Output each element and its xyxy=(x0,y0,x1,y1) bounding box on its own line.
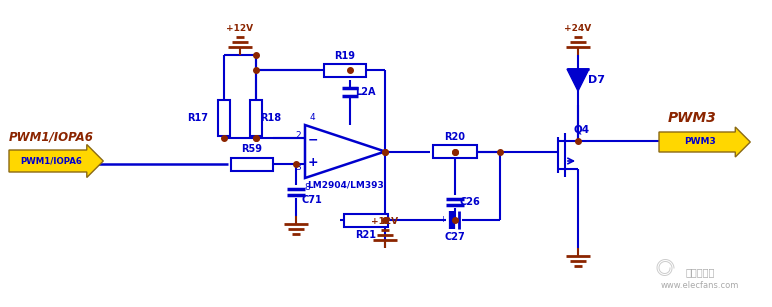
Bar xyxy=(218,100,230,136)
Text: LM2904/LM393: LM2904/LM393 xyxy=(307,180,384,189)
Text: C71: C71 xyxy=(301,195,322,205)
Bar xyxy=(344,213,388,227)
Text: +12V: +12V xyxy=(226,24,253,33)
Text: +24V: +24V xyxy=(564,24,591,33)
FancyBboxPatch shape xyxy=(659,127,750,157)
Text: www.elecfans.com: www.elecfans.com xyxy=(661,281,739,290)
Text: PWM1/IOPA6: PWM1/IOPA6 xyxy=(20,157,82,165)
Text: +12V: +12V xyxy=(371,217,398,226)
Text: 电子发烧友: 电子发烧友 xyxy=(686,267,715,277)
Text: +: + xyxy=(308,156,318,169)
Text: Q4: Q4 xyxy=(573,125,589,135)
Polygon shape xyxy=(567,69,589,91)
Text: 4: 4 xyxy=(310,112,315,122)
Text: D7: D7 xyxy=(588,75,605,85)
Bar xyxy=(324,64,366,76)
Text: R59: R59 xyxy=(242,144,262,154)
Text: R18: R18 xyxy=(260,113,281,123)
Text: R19: R19 xyxy=(334,51,355,61)
Text: +: + xyxy=(439,216,446,224)
Text: 8: 8 xyxy=(304,184,310,192)
Text: R21: R21 xyxy=(355,230,377,240)
Text: −: − xyxy=(308,134,318,146)
Bar xyxy=(231,157,273,170)
Text: R17: R17 xyxy=(187,113,208,123)
Bar xyxy=(250,100,262,136)
Text: 3: 3 xyxy=(295,162,301,172)
Text: PWM3: PWM3 xyxy=(684,138,716,146)
Text: PWM3: PWM3 xyxy=(668,111,716,125)
Bar xyxy=(433,145,477,158)
Text: PWM1/IOPA6: PWM1/IOPA6 xyxy=(8,130,93,143)
Text: 2: 2 xyxy=(295,131,301,141)
Text: C27: C27 xyxy=(445,232,466,242)
FancyBboxPatch shape xyxy=(9,145,103,177)
Text: L2A: L2A xyxy=(355,87,375,97)
Text: C26: C26 xyxy=(460,197,481,207)
Text: R20: R20 xyxy=(445,131,466,142)
